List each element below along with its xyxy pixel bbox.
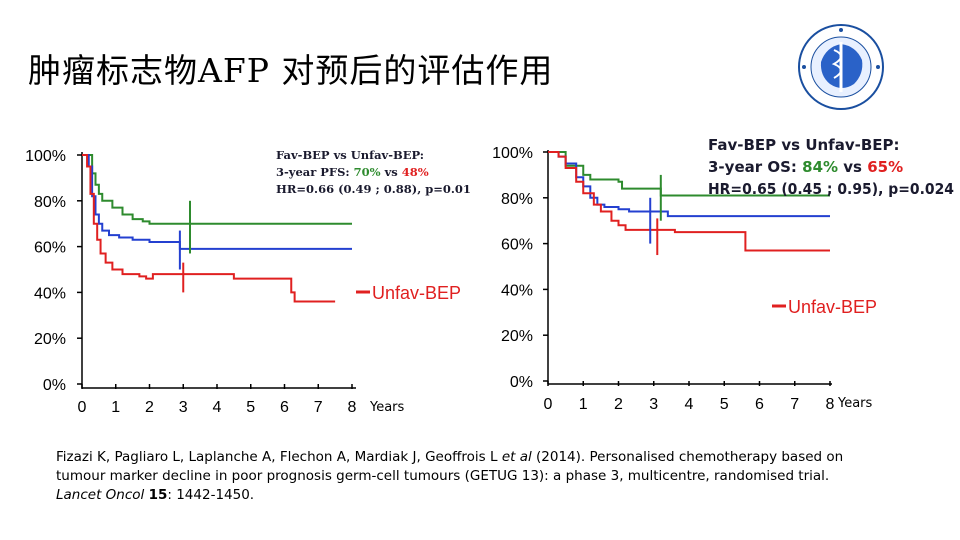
x-tick-label: 3 <box>179 399 188 416</box>
x-tick-label: 4 <box>685 396 694 413</box>
y-tick-label: 0% <box>43 377 66 394</box>
x-tick-label: 5 <box>246 399 255 416</box>
citation-pages: : 1442-1450. <box>167 487 255 503</box>
series-line-all <box>82 154 352 250</box>
chart-annotation-line2: 3-year PFS: 70% vs 48% <box>276 165 429 179</box>
pfs-chart: 0% 20% 40% 60% 80% 100% 0 1 2 3 4 5 6 7 8 Fav-BEP vs … <box>25 148 471 416</box>
institution-seal-logo <box>798 24 884 110</box>
citation-authors: Fizazi K, Pagliaro L, Laplanche A, Flech… <box>56 449 502 465</box>
y-tick-label: 40% <box>34 285 66 302</box>
os-chart: 0% 20% 40% 60% 80% 100% 0 1 2 3 4 5 6 7 8 Fav-BEP vs … <box>492 136 954 413</box>
x-tick-label: 5 <box>720 396 729 413</box>
x-tick-label: 2 <box>145 399 154 416</box>
x-tick-label: 8 <box>348 399 357 416</box>
y-tick-label: 80% <box>501 191 533 208</box>
y-tick-label: 20% <box>501 328 533 345</box>
x-tick-label: 7 <box>790 396 799 413</box>
y-tick-label: 100% <box>25 148 66 165</box>
annotation-unfav: 48% <box>402 165 429 179</box>
annotation-prefix: 3-year OS: <box>708 158 802 176</box>
legend-label: Unfav-BEP <box>788 297 877 317</box>
series-line-unfav-bep <box>82 154 336 303</box>
x-axis-label: Years <box>369 400 405 415</box>
slide-title: 肿瘤标志物AFP 对预后的评估作用 <box>28 51 554 90</box>
x-tick-label: 1 <box>111 399 120 416</box>
chart-annotation-line1: Fav-BEP vs Unfav-BEP: <box>708 136 900 154</box>
x-tick-label: 3 <box>649 396 658 413</box>
annotation-prefix: 3-year PFS: <box>276 165 354 179</box>
citation-volume: 15 <box>148 487 168 503</box>
chart-annotation-line2: 3-year OS: 84% vs 65% <box>708 158 903 176</box>
x-tick-label: 2 <box>614 396 623 413</box>
legend-label: Unfav-BEP <box>372 283 461 303</box>
annotation-unfav: 65% <box>867 158 903 176</box>
citation-etal: et al <box>501 449 532 465</box>
x-tick-label: 6 <box>755 396 764 413</box>
series-line-fav-bep <box>82 154 352 225</box>
series-line-fav-bep <box>548 151 830 197</box>
series-line-unfav-bep <box>548 151 830 252</box>
annotation-mid: vs <box>381 165 402 179</box>
y-tick-label: 80% <box>34 194 66 211</box>
y-tick-label: 100% <box>492 145 533 162</box>
citation: Fizazi K, Pagliaro L, Laplanche A, Flech… <box>56 448 846 505</box>
chart-annotation-line3: HR=0.65 (0.45 ; 0.95), p=0.024 <box>708 180 954 198</box>
x-tick-label: 0 <box>78 399 87 416</box>
x-tick-label: 4 <box>213 399 222 416</box>
x-axis-label: Years <box>837 396 873 411</box>
y-tick-label: 20% <box>34 331 66 348</box>
y-tick-label: 60% <box>501 237 533 254</box>
y-tick-label: 60% <box>34 240 66 257</box>
y-tick-label: 40% <box>501 282 533 299</box>
x-tick-label: 1 <box>579 396 588 413</box>
annotation-fav: 84% <box>802 158 838 176</box>
x-tick-label: 6 <box>280 399 289 416</box>
citation-body: (2014). Personalised chemotherapy based … <box>56 449 844 484</box>
x-tick-label: 0 <box>544 396 553 413</box>
citation-journal: Lancet Oncol <box>56 487 145 503</box>
x-tick-label: 8 <box>826 396 835 413</box>
chart-annotation-line1: Fav-BEP vs Unfav-BEP: <box>276 148 424 162</box>
x-tick-label: 7 <box>314 399 323 416</box>
annotation-mid: vs <box>838 158 867 176</box>
chart-annotation-line3: HR=0.66 (0.49 ; 0.88), p=0.01 <box>276 182 471 196</box>
annotation-fav: 70% <box>354 165 381 179</box>
y-tick-label: 0% <box>510 374 533 391</box>
